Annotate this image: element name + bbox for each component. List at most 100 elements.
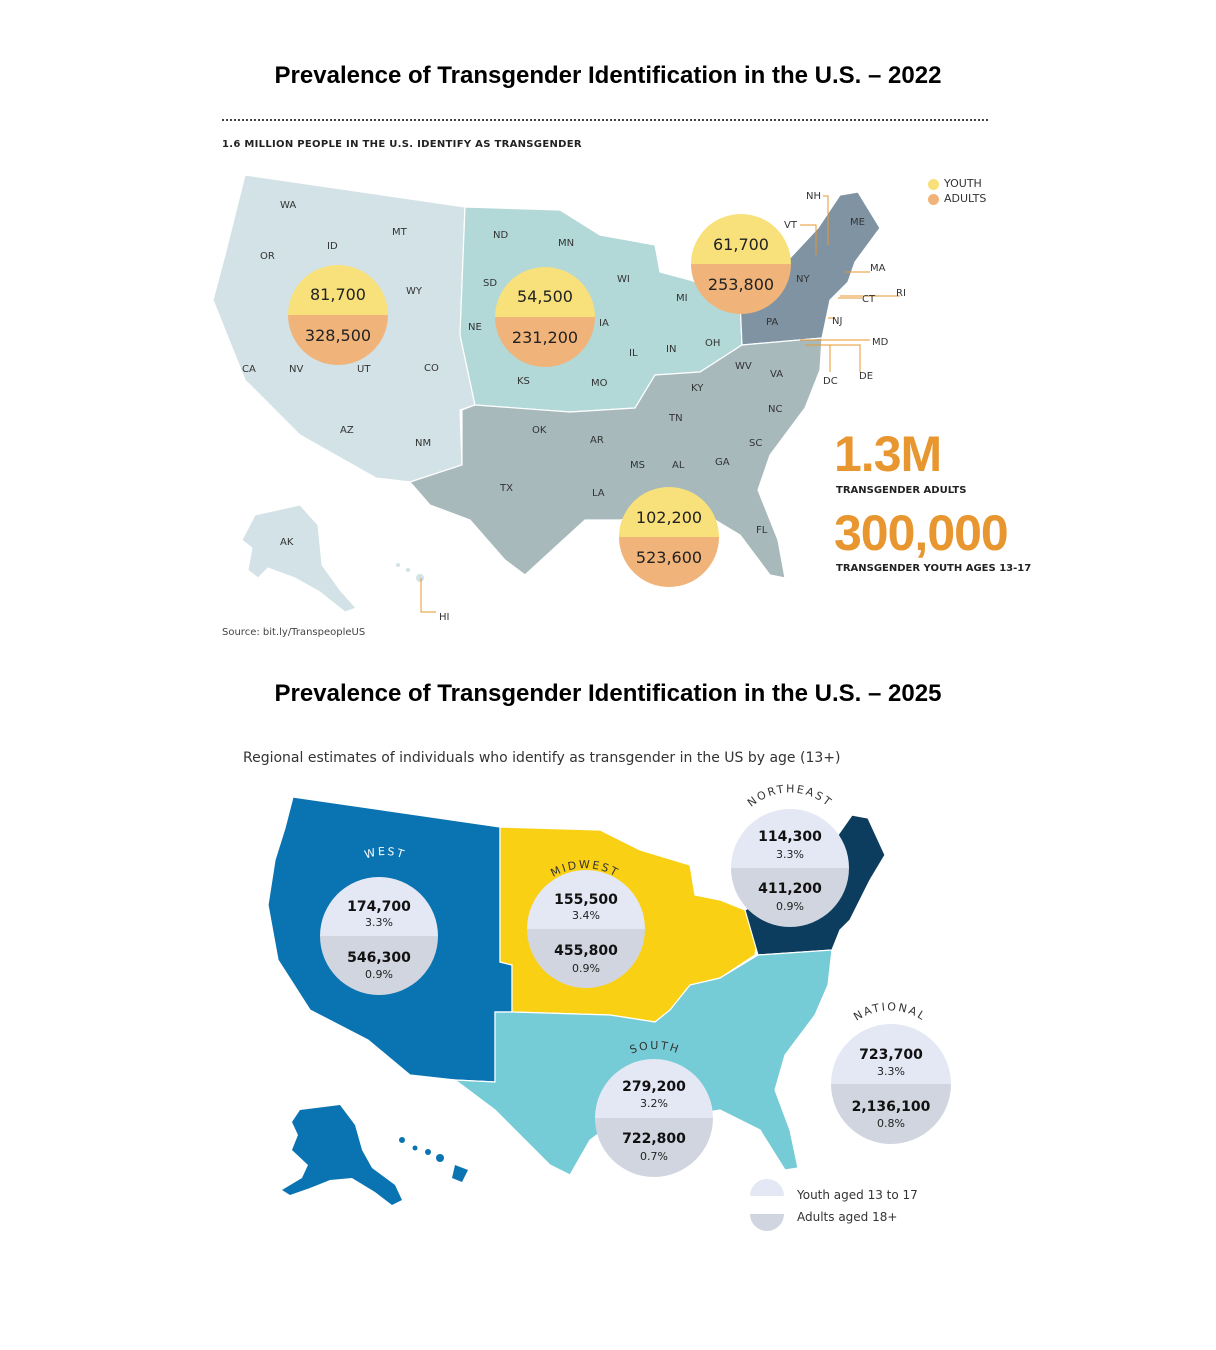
northeast-youth: 114,300 bbox=[758, 829, 822, 845]
south-adults: 722,800 bbox=[622, 1131, 686, 1147]
legend-adults-swatch bbox=[928, 193, 939, 205]
svg-text:HI: HI bbox=[439, 612, 449, 623]
svg-text:SC: SC bbox=[749, 438, 762, 449]
source-note: Source: bit.ly/TranspeopleUS bbox=[222, 627, 366, 638]
svg-text:AZ: AZ bbox=[340, 425, 354, 436]
svg-text:TX: TX bbox=[499, 483, 513, 494]
legend-adults-2025: Adults aged 18+ bbox=[797, 1210, 898, 1224]
svg-text:AK: AK bbox=[280, 537, 294, 548]
midwest-youth-pct: 3.4% bbox=[572, 909, 600, 922]
bubble-northeast-2025: NORTHEAST 114,300 3.3% 411,200 0.9% bbox=[731, 782, 849, 927]
map-2025-subtitle: Regional estimates of individuals who id… bbox=[243, 750, 841, 766]
bubble-midwest-2022-adults: 231,200 bbox=[512, 328, 578, 347]
national-adults-pct: 0.8% bbox=[877, 1117, 905, 1130]
svg-text:CT: CT bbox=[862, 294, 876, 305]
legend-youth-label: YOUTH bbox=[944, 177, 982, 190]
hawaii-2022 bbox=[416, 574, 424, 582]
legend-adults-label: ADULTS bbox=[944, 192, 987, 205]
svg-text:RI: RI bbox=[896, 288, 906, 299]
svg-text:TN: TN bbox=[668, 413, 683, 424]
bubble-west-2022-youth: 81,700 bbox=[310, 285, 366, 304]
alaska-2025 bbox=[282, 1105, 402, 1205]
svg-text:MT: MT bbox=[392, 227, 408, 238]
west-youth: 174,700 bbox=[347, 899, 411, 915]
region-label-northeast: NORTHEAST bbox=[745, 782, 835, 809]
svg-text:KY: KY bbox=[691, 383, 704, 394]
northeast-adults: 411,200 bbox=[758, 881, 822, 897]
bubble-midwest-2025: MIDWEST 155,500 3.4% 455,800 0.9% bbox=[527, 858, 645, 988]
svg-text:PA: PA bbox=[766, 317, 778, 328]
svg-text:NV: NV bbox=[289, 364, 303, 375]
stat-youth-label: TRANSGENDER YOUTH AGES 13-17 bbox=[836, 563, 1032, 574]
bubble-south-2022-youth: 102,200 bbox=[636, 508, 702, 527]
midwest-adults-pct: 0.9% bbox=[572, 962, 600, 975]
region-south-2022 bbox=[408, 337, 823, 579]
svg-text:OR: OR bbox=[260, 251, 275, 262]
svg-text:NJ: NJ bbox=[832, 316, 842, 327]
stat-youth-value: 300,000 bbox=[834, 505, 1009, 561]
south-youth: 279,200 bbox=[622, 1079, 686, 1095]
stat-adults-value: 1.3M bbox=[834, 426, 942, 482]
alaska-2022 bbox=[241, 504, 357, 613]
bubble-south-2022: 102,200 523,600 bbox=[619, 487, 719, 587]
svg-text:MN: MN bbox=[558, 238, 574, 249]
svg-text:WI: WI bbox=[617, 274, 630, 285]
svg-text:VT: VT bbox=[784, 220, 798, 231]
svg-text:ND: ND bbox=[493, 230, 508, 241]
bubble-south-2022-adults: 523,600 bbox=[636, 548, 702, 567]
map-2022-title: Prevalence of Transgender Identification… bbox=[274, 62, 942, 89]
region-label-south: SOUTH bbox=[628, 1039, 682, 1057]
svg-text:OH: OH bbox=[705, 338, 720, 349]
south-adults-pct: 0.7% bbox=[640, 1150, 668, 1163]
west-adults-pct: 0.9% bbox=[365, 968, 393, 981]
svg-text:NC: NC bbox=[768, 404, 782, 415]
northeast-youth-pct: 3.3% bbox=[776, 848, 804, 861]
svg-text:MI: MI bbox=[676, 293, 688, 304]
northeast-adults-pct: 0.9% bbox=[776, 900, 804, 913]
bubble-south-2025: SOUTH 279,200 3.2% 722,800 0.7% bbox=[595, 1039, 713, 1177]
hawaii-2025 bbox=[399, 1137, 468, 1182]
west-adults: 546,300 bbox=[347, 950, 411, 966]
national-youth-pct: 3.3% bbox=[877, 1065, 905, 1078]
svg-text:CO: CO bbox=[424, 363, 439, 374]
svg-text:MD: MD bbox=[872, 337, 889, 348]
stat-adults-label: TRANSGENDER ADULTS bbox=[836, 485, 967, 496]
svg-text:IA: IA bbox=[599, 318, 609, 329]
bubble-midwest-2022: 54,500 231,200 bbox=[495, 267, 595, 367]
legend-youth-2022: YOUTH bbox=[928, 177, 982, 190]
region-label-national: NATIONAL bbox=[851, 1000, 929, 1023]
dotted-divider bbox=[222, 119, 988, 121]
bubble-west-2022: 81,700 328,500 bbox=[288, 265, 388, 365]
national-adults: 2,136,100 bbox=[852, 1099, 931, 1115]
bubble-northeast-2022-adults: 253,800 bbox=[708, 275, 774, 294]
midwest-adults: 455,800 bbox=[554, 943, 618, 959]
bubble-west-2022-adults: 328,500 bbox=[305, 326, 371, 345]
svg-text:DE: DE bbox=[859, 371, 873, 382]
svg-text:UT: UT bbox=[357, 364, 371, 375]
svg-text:VA: VA bbox=[770, 369, 783, 380]
legend-youth-swatch bbox=[928, 178, 939, 190]
svg-text:OK: OK bbox=[532, 425, 547, 436]
svg-text:KS: KS bbox=[517, 376, 530, 387]
svg-text:ID: ID bbox=[327, 241, 338, 252]
svg-text:DC: DC bbox=[823, 376, 838, 387]
map-2022-subhead: 1.6 MILLION PEOPLE IN THE U.S. IDENTIFY … bbox=[222, 139, 582, 150]
national-youth: 723,700 bbox=[859, 1047, 923, 1063]
legend-2025-swatches bbox=[750, 1179, 784, 1231]
svg-text:WA: WA bbox=[280, 200, 296, 211]
bubble-northeast-2022: 61,700 253,800 bbox=[691, 214, 791, 314]
south-youth-pct: 3.2% bbox=[640, 1097, 668, 1110]
svg-text:SD: SD bbox=[483, 278, 497, 289]
bubble-northeast-2022-youth: 61,700 bbox=[713, 235, 769, 254]
bubble-national-2025: NATIONAL 723,700 3.3% 2,136,100 0.8% bbox=[831, 1000, 951, 1144]
svg-text:NH: NH bbox=[806, 191, 821, 202]
region-label-west: WEST bbox=[363, 845, 407, 862]
legend-adults-2022: ADULTS bbox=[928, 192, 986, 205]
bubble-west-2025: WEST 174,700 3.3% 546,300 0.9% bbox=[320, 845, 438, 995]
svg-text:IL: IL bbox=[629, 348, 638, 359]
svg-text:AL: AL bbox=[672, 460, 685, 471]
map-2025-title: Prevalence of Transgender Identification… bbox=[274, 680, 942, 707]
